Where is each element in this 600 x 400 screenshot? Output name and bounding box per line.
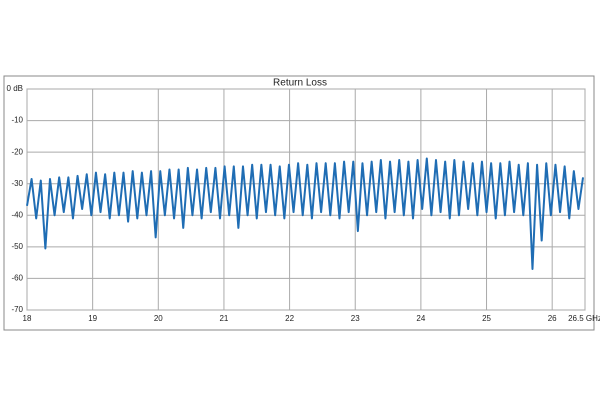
- chart-title: Return Loss: [273, 78, 327, 89]
- x-tick-label: 26.5 GHz: [568, 314, 600, 323]
- y-tick-label: -40: [11, 210, 23, 219]
- x-tick-label: 25: [482, 314, 491, 323]
- y-tick-label: -50: [11, 242, 23, 251]
- x-tick-label: 22: [285, 314, 294, 323]
- y-tick-label: -10: [11, 116, 23, 125]
- x-tick-label: 19: [88, 314, 97, 323]
- x-tick-label: 18: [23, 314, 32, 323]
- x-tick-label: 21: [219, 314, 228, 323]
- y-tick-label: -70: [11, 305, 23, 314]
- y-tick-label: -60: [11, 274, 23, 283]
- x-tick-label: 23: [351, 314, 360, 323]
- x-tick-label: 20: [154, 314, 163, 323]
- line-series: [26, 157, 585, 270]
- x-tick-label: 26: [548, 314, 557, 323]
- y-tick-label: -20: [11, 147, 23, 156]
- y-tick-label: -30: [11, 179, 23, 188]
- x-tick-label: 24: [416, 314, 425, 323]
- y-tick-label: 0 dB: [7, 84, 23, 93]
